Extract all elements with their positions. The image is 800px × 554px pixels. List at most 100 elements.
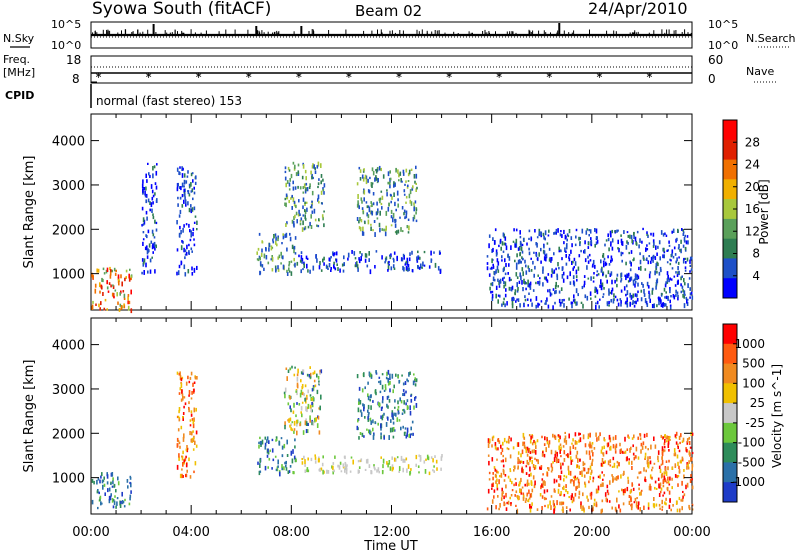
power-echo-cell bbox=[594, 228, 596, 232]
power-echo-cell bbox=[590, 237, 592, 241]
velocity-echo-cell bbox=[110, 472, 113, 477]
velocity-echo-cell bbox=[584, 443, 587, 448]
power-echo-cell bbox=[576, 278, 578, 282]
velocity-echo-cell bbox=[358, 466, 361, 469]
power-echo-cell bbox=[497, 269, 500, 273]
power-echo-cell bbox=[183, 264, 186, 270]
freq-left-tick-bottom: 8 bbox=[72, 72, 80, 86]
velocity-echo-cell bbox=[563, 438, 566, 443]
velocity-echo-cell bbox=[312, 385, 315, 389]
velocity-echo-cell bbox=[394, 399, 396, 403]
power-colorbar-segment bbox=[723, 238, 737, 259]
velocity-echo-cell bbox=[367, 409, 369, 413]
velocity-echo-cell bbox=[546, 440, 549, 445]
power-echo-cell bbox=[677, 294, 679, 298]
velocity-echo-cell bbox=[529, 439, 532, 444]
power-echo-cell bbox=[522, 257, 524, 260]
power-echo-cell bbox=[322, 258, 324, 263]
power-echo-cell bbox=[351, 250, 353, 254]
power-echo-cell bbox=[260, 252, 263, 257]
velocity-echo-cell bbox=[318, 430, 321, 435]
power-echo-cell bbox=[629, 292, 631, 298]
velocity-echo-cell bbox=[650, 444, 652, 450]
power-echo-cell bbox=[322, 178, 324, 182]
power-echo-cell bbox=[516, 282, 518, 288]
power-echo-cell bbox=[655, 245, 657, 250]
velocity-echo-cell bbox=[635, 446, 638, 452]
power-echo-cell bbox=[310, 225, 313, 229]
power-echo-cell bbox=[381, 195, 384, 200]
velocity-echo-cell bbox=[686, 441, 689, 445]
power-echo-cell bbox=[182, 227, 184, 233]
velocity-echo-cell bbox=[367, 413, 370, 417]
power-echo-cell bbox=[491, 249, 493, 253]
power-echo-cell bbox=[423, 250, 426, 254]
power-echo-cell bbox=[326, 265, 329, 269]
power-echo-cell bbox=[302, 197, 305, 202]
velocity-echo-cell bbox=[624, 488, 626, 494]
velocity-echo-cell bbox=[320, 394, 322, 400]
velocity-echo-cell bbox=[294, 366, 296, 369]
power-echo-cell bbox=[680, 290, 683, 294]
power-echo-cell bbox=[186, 175, 189, 178]
velocity-echo-cell bbox=[130, 482, 132, 488]
power-echo-cell bbox=[571, 301, 574, 304]
velocity-echo-cell bbox=[304, 397, 306, 402]
velocity-echo-cell bbox=[298, 403, 301, 406]
velocity-echo-cell bbox=[501, 492, 503, 497]
velocity-echo-cell bbox=[675, 431, 678, 436]
power-echo-cell bbox=[293, 201, 296, 207]
velocity-echo-cell bbox=[364, 386, 366, 390]
power-echo-cell bbox=[669, 288, 671, 294]
power-echo-cell bbox=[141, 258, 144, 262]
velocity-echo-cell bbox=[528, 489, 530, 494]
power-echo-cell bbox=[407, 172, 410, 177]
power-echo-cell bbox=[647, 234, 649, 238]
velocity-echo-cell bbox=[507, 500, 510, 505]
power-echo-cell bbox=[106, 280, 108, 285]
power-echo-cell bbox=[190, 208, 193, 214]
power-echo-cell bbox=[527, 304, 529, 307]
power-echo-cell bbox=[556, 273, 558, 278]
velocity-echo-cell bbox=[316, 423, 319, 428]
power-echo-cell bbox=[629, 268, 632, 272]
power-echo-cell bbox=[665, 303, 667, 307]
power-echo-cell bbox=[493, 271, 496, 276]
power-echo-cell bbox=[146, 216, 148, 221]
velocity-echo-cell bbox=[406, 405, 409, 410]
velocity-echo-cell bbox=[182, 416, 184, 419]
power-echo-cell bbox=[686, 235, 689, 238]
power-echo-cell bbox=[666, 249, 668, 252]
power-echo-cell bbox=[385, 210, 388, 216]
velocity-echo-cell bbox=[562, 502, 565, 505]
velocity-echo-cell bbox=[101, 479, 104, 484]
power-echo-cell bbox=[102, 278, 104, 283]
power-echo-cell bbox=[437, 266, 440, 271]
power-echo-cell bbox=[540, 300, 543, 303]
velocity-echo-cell bbox=[541, 453, 544, 457]
velocity-echo-cell bbox=[508, 435, 510, 439]
velocity-echo-cell bbox=[526, 459, 529, 465]
power-echo-cell bbox=[183, 179, 186, 185]
velocity-echo-cell bbox=[667, 443, 670, 448]
power-echo-cell bbox=[178, 186, 181, 189]
velocity-echo-cell bbox=[562, 487, 564, 490]
power-colorbar-tick-label: 28 bbox=[745, 135, 760, 149]
velocity-echo-cell bbox=[492, 482, 494, 487]
velocity-echo-cell bbox=[575, 478, 577, 481]
power-echo-cell bbox=[633, 300, 636, 304]
power-echo-cell bbox=[284, 176, 287, 181]
velocity-echo-cell bbox=[185, 462, 188, 468]
power-echo-cell bbox=[401, 257, 404, 262]
power-echo-cell bbox=[505, 245, 508, 251]
velocity-echo-cell bbox=[645, 469, 647, 473]
velocity-echo-cell bbox=[691, 485, 694, 490]
power-echo-cell bbox=[302, 268, 304, 271]
power-echo-cell bbox=[299, 219, 302, 222]
velocity-echo-cell bbox=[640, 491, 642, 496]
velocity-echo-cell bbox=[544, 481, 546, 486]
velocity-echo-cell bbox=[178, 392, 181, 395]
power-echo-cell bbox=[686, 299, 688, 304]
velocity-echo-cell bbox=[290, 408, 292, 413]
velocity-echo-cell bbox=[529, 503, 531, 509]
